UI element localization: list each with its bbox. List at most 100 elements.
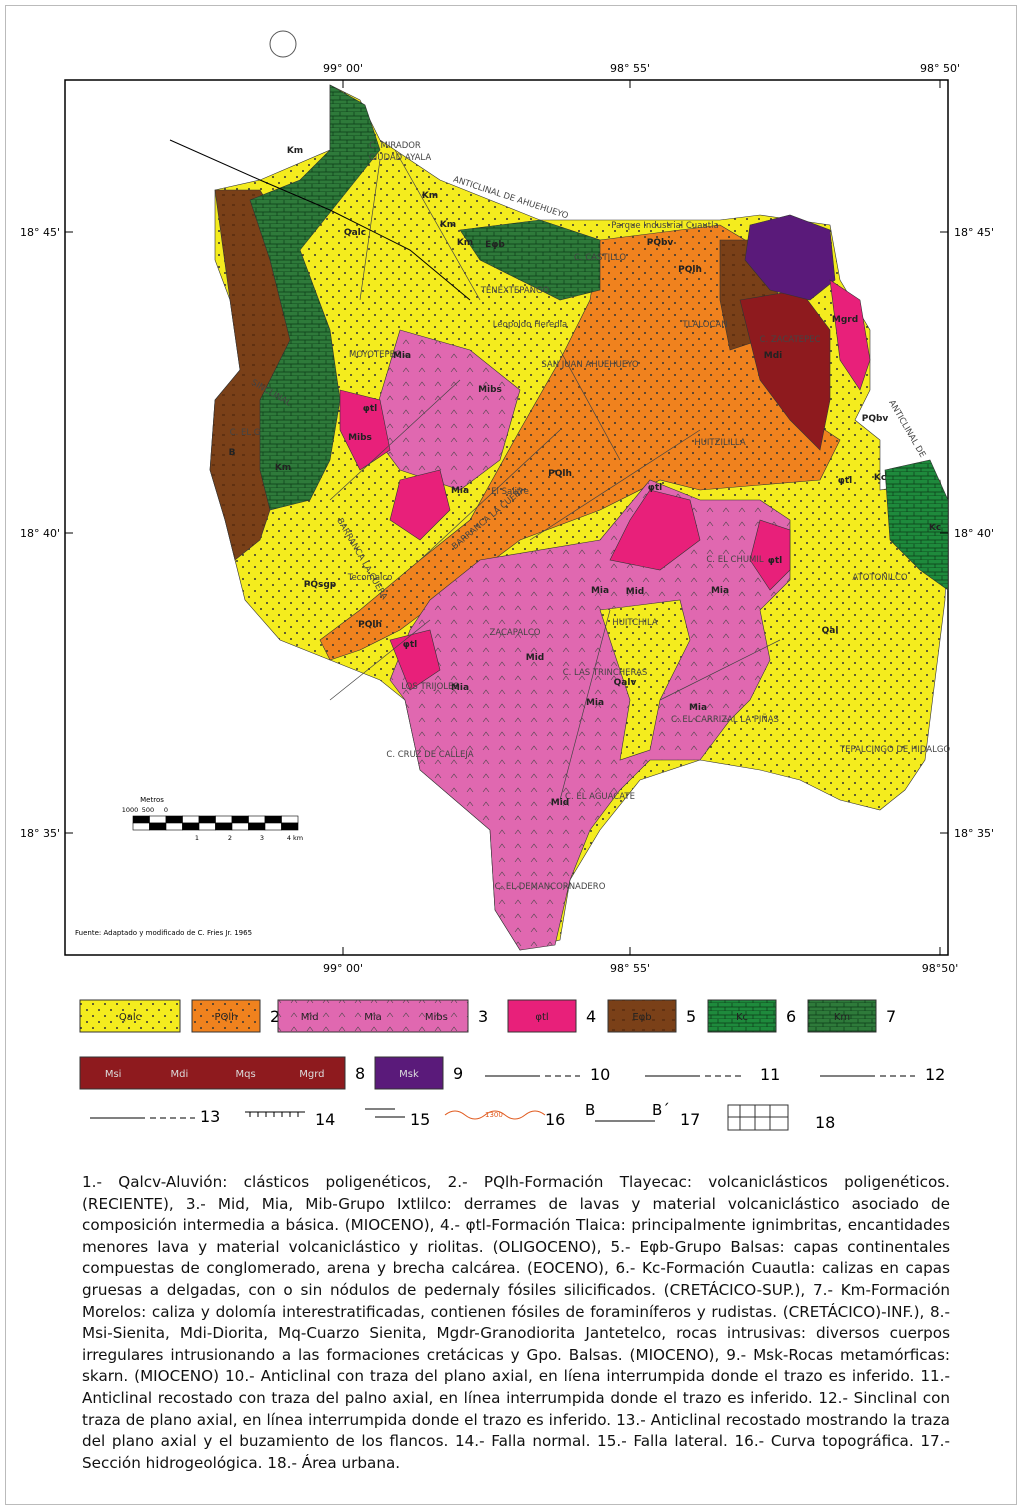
unit-label: Km: [440, 220, 456, 230]
unit-label: φtl: [403, 640, 417, 650]
fault-line: [394, 149, 481, 301]
lon-label: 98° 55': [610, 62, 650, 75]
legend-unit: Mdi: [170, 1069, 188, 1080]
place-label: LOS TRIJOLES: [401, 682, 459, 692]
legend-swatch: [374, 1056, 444, 1090]
fault-line: [659, 639, 781, 701]
place-label: C. EL G: [230, 428, 261, 438]
legend-number: 16: [545, 1110, 565, 1129]
unit-label: Kc: [929, 523, 941, 533]
unit-label: Eφb: [485, 240, 505, 250]
unit-label: φtl: [768, 556, 782, 566]
legend-unit: PQlh: [214, 1012, 237, 1023]
unit-label: Mibs: [348, 433, 372, 443]
legend-unit: Kc: [736, 1012, 748, 1023]
place-label: HUITZILILLA: [694, 438, 746, 448]
geologic-unit: [829, 279, 871, 391]
lat-label: 18° 45': [20, 226, 60, 239]
legend-number: 7: [886, 1007, 896, 1026]
geologic-unit: [389, 629, 441, 691]
fault-line: [559, 609, 611, 801]
place-label: C. LAS TRINCHERAS: [563, 668, 648, 678]
lon-label: 98° 55': [610, 962, 650, 975]
unit-label: Mia: [711, 586, 729, 596]
unit-pattern: [320, 225, 840, 660]
place-label: Parque Industrial Cuautla: [611, 221, 718, 231]
legend-number: 8: [355, 1064, 365, 1083]
unit-label: Mia: [451, 486, 469, 496]
description: 1.- Qalcv-Aluvión: clásticos poligenétic…: [82, 1173, 950, 1472]
place-label: C. ZACATEPEC: [760, 335, 821, 345]
geologic-unit: [339, 389, 391, 471]
scale-seg: [264, 815, 282, 824]
scale-seg: [149, 822, 167, 831]
place-label: CIUDAD AYALA: [369, 153, 432, 163]
scale-seg: [281, 822, 299, 831]
legend-pattern: [808, 1000, 876, 1032]
unit-label: Km: [422, 191, 438, 201]
scale-label: 1: [195, 834, 199, 842]
legend: Qalc1PQlh2MidMiaMibs3φtl4Eφb5Kc6Km7MsiMd…: [79, 999, 945, 1132]
unit-pattern: [600, 600, 690, 760]
unit-label: Mia: [689, 703, 707, 713]
unit-label: Mdi: [764, 351, 782, 361]
place-label: C. EL AGUACATE: [565, 792, 635, 802]
scale-seg: [198, 815, 216, 824]
scale-label: 2: [228, 834, 232, 842]
place-label: ATOTONILCO: [852, 573, 907, 583]
unit-label: Kc: [874, 473, 886, 483]
unit-label: Mia: [591, 586, 609, 596]
scale-seg: [182, 815, 200, 824]
lon-label: 98° 50': [920, 62, 960, 75]
logo: [269, 30, 297, 58]
unit-pattern: [250, 85, 380, 510]
unit-label: φtl: [363, 404, 377, 414]
lat-label: 18° 40': [954, 527, 994, 540]
unit-label: Mia: [586, 698, 604, 708]
scale-label: 4 km: [287, 834, 303, 842]
legend-number: 4: [586, 1007, 596, 1026]
legend-unit: Mia: [364, 1012, 382, 1023]
unit-label: PQlh: [548, 469, 572, 479]
place-label: MOYOTEPEC: [349, 350, 401, 360]
unit-label: Qalc: [344, 228, 366, 238]
scale-seg: [248, 822, 266, 831]
symbol-section: B´: [652, 1101, 670, 1119]
place-label: HUITCHILA: [612, 618, 658, 628]
legend-unit: Mgrd: [299, 1069, 324, 1080]
fault-line: [329, 379, 461, 501]
legend-unit: Km: [834, 1012, 850, 1023]
scale-label: 500: [142, 806, 154, 814]
unit-label: Km: [457, 238, 473, 248]
scale-seg: [165, 815, 183, 824]
scale-label: 1000: [122, 806, 139, 814]
unit-label: PQbv: [862, 414, 889, 424]
lat-label: 18° 45': [954, 226, 994, 239]
unit-label: Qal: [822, 626, 839, 636]
scale-seg: [149, 815, 167, 824]
place-label: ANTICLINAL DE: [886, 399, 927, 460]
unit-label: φtl: [838, 476, 852, 486]
source-note: Fuente: Adaptado y modificado de C. Frie…: [75, 929, 252, 937]
scale-seg: [132, 822, 150, 831]
map: 99° 00' 99° 00' 98° 55' 98° 55' 98° 50' 98°50…: [20, 30, 994, 975]
place-label: El Salitre: [491, 487, 529, 497]
unit-pattern: [885, 460, 948, 590]
unit-label: Mid: [526, 653, 544, 663]
unit-label: φtl: [648, 483, 662, 493]
lon-label: 99° 00': [323, 62, 363, 75]
place-label: ZACAPALCO: [490, 628, 541, 638]
symbol-contour-label: 1300: [485, 1111, 503, 1119]
unit-label: Qalv: [614, 678, 637, 688]
scale-label: 0: [164, 806, 168, 814]
legend-unit: Mibs: [425, 1012, 448, 1023]
scale-seg: [165, 822, 183, 831]
legend-number: 2: [270, 1007, 280, 1026]
unit-pattern: [390, 480, 790, 950]
place-label: C. CASTILLO: [574, 253, 626, 263]
unit-label: PQbv: [647, 238, 674, 248]
legend-pattern: [608, 1000, 676, 1032]
unit-label: PQsgp: [304, 580, 337, 590]
legend-number: 15: [410, 1110, 430, 1129]
